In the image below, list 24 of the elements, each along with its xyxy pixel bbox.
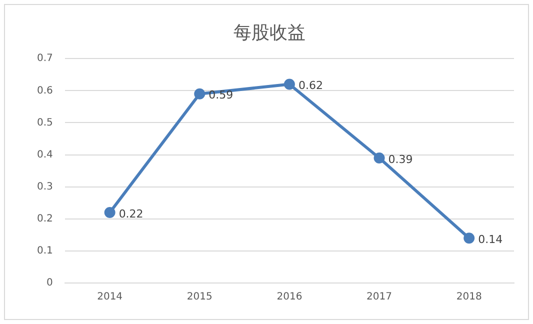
x-tick-label: 2014 (97, 292, 123, 303)
data-label: 0.39 (388, 152, 413, 166)
data-label: 0.14 (478, 232, 503, 246)
y-tick-label: 0 (46, 278, 53, 289)
point (104, 206, 116, 218)
point (464, 232, 475, 244)
y-tick-label: 0.6 (36, 85, 53, 96)
x-tick-label: 2017 (366, 292, 392, 303)
y-tick-label: 0.7 (36, 53, 53, 64)
point (284, 78, 295, 90)
point (194, 88, 206, 100)
x-tick-label: 2015 (186, 292, 212, 303)
data-label: 0.59 (208, 88, 234, 102)
y-tick-label: 0.5 (36, 117, 53, 128)
data-label: 0.62 (298, 79, 323, 92)
y-tick-label: 0.1 (36, 246, 53, 257)
data-label: 0.22 (118, 207, 144, 220)
x-tick-label: 2018 (456, 292, 482, 303)
x-tick-label: 2016 (276, 292, 302, 303)
y-tick-label: 0.2 (36, 213, 53, 224)
chart-title: 每股收益 (234, 22, 306, 44)
y-tick-label: 0.4 (36, 149, 53, 160)
y-tick-label: 0.3 (36, 181, 53, 192)
point (374, 152, 385, 164)
